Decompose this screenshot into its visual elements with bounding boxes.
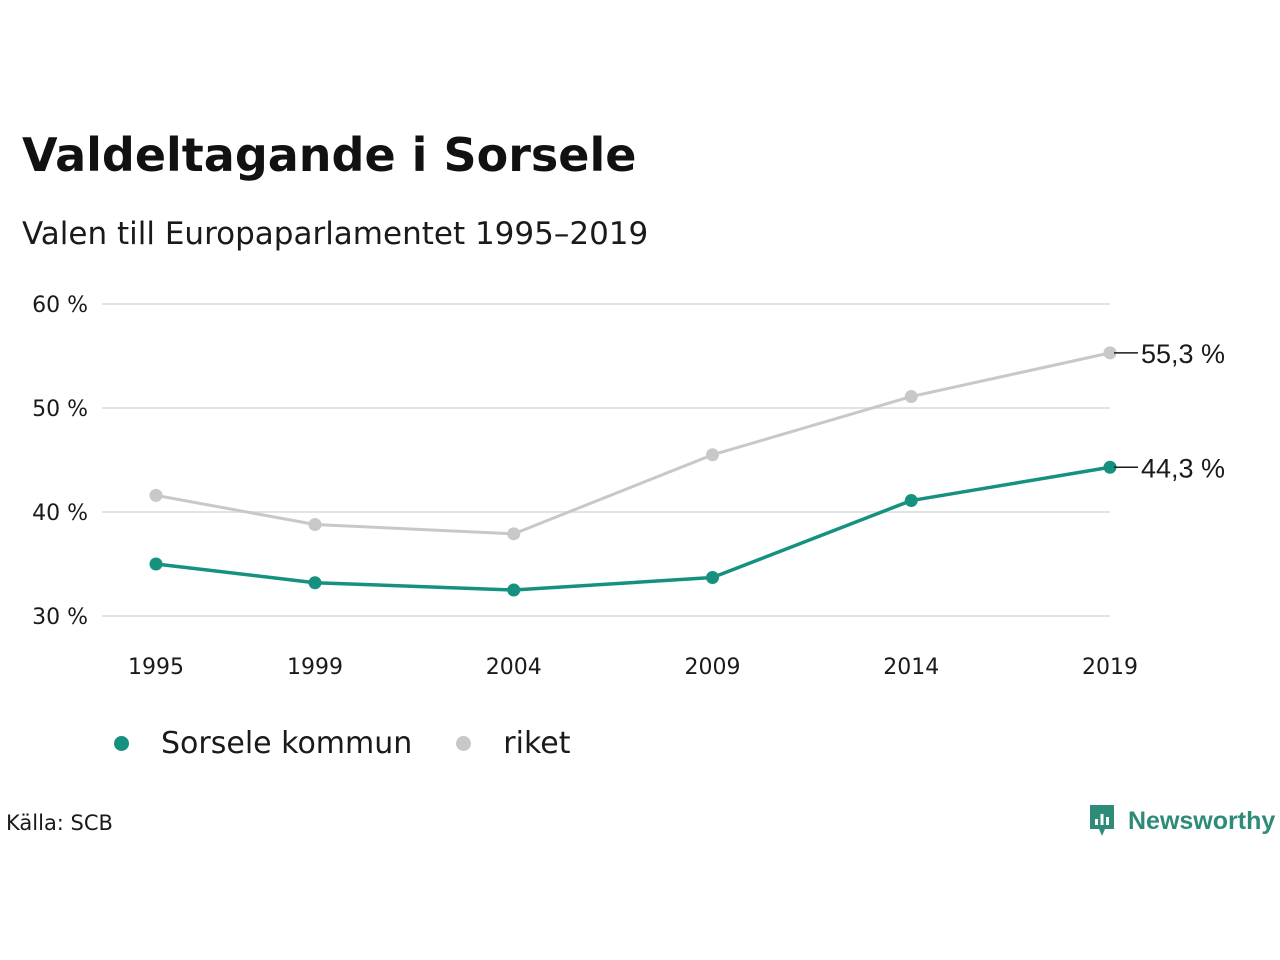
data-point-riket [706, 448, 719, 462]
legend-marker-riket [456, 736, 472, 751]
data-point-riket [1103, 346, 1117, 360]
end-label-riket: 55,3 % [1141, 339, 1225, 369]
data-point-sorsele [149, 557, 163, 571]
legend-item-riket: riket [456, 726, 570, 761]
chart-subtitle: Valen till Europaparlamentet 1995–2019 [22, 216, 649, 252]
data-point-sorsele [507, 583, 521, 597]
x-tick-label: 1995 [128, 655, 184, 680]
data-point-sorsele [706, 571, 719, 585]
data-point-riket [507, 527, 521, 541]
data-point-riket [904, 390, 918, 404]
y-tick-label: 50 % [32, 397, 88, 422]
data-point-riket [308, 517, 322, 531]
y-tick-label: 60 % [32, 293, 88, 318]
legend-item-sorsele: Sorsele kommun [114, 726, 412, 761]
end-label-sorsele: 44,3 % [1141, 453, 1225, 483]
series-lines [149, 346, 1117, 597]
brand-name: Newsworthy [1128, 806, 1276, 835]
legend-label-sorsele: Sorsele kommun [161, 726, 413, 761]
data-point-sorsele [1103, 460, 1117, 474]
legend-marker-sorsele [114, 736, 129, 751]
x-tick-label: 2019 [1082, 655, 1138, 680]
gridlines [102, 303, 1110, 617]
series-line-sorsele [155, 465, 1111, 592]
source-note: Källa: SCB [6, 811, 113, 835]
y-tick-label: 30 % [32, 605, 88, 630]
newsworthy-logo-icon [1090, 805, 1114, 836]
legend: Sorsele kommun riket [114, 726, 614, 761]
series-line-riket [155, 351, 1111, 536]
data-point-riket [149, 488, 163, 502]
end-labels: 55,3 % 44,3 % [1114, 339, 1225, 483]
y-axis-tick-labels: 30 % 40 % 50 % 60 % [32, 293, 88, 630]
legend-label-riket: riket [503, 726, 571, 761]
x-tick-label: 2009 [685, 655, 741, 680]
x-tick-label: 1999 [287, 655, 343, 680]
x-tick-label: 2004 [486, 655, 542, 680]
chart-title: Valdeltagande i Sorsele [22, 128, 637, 182]
x-axis-tick-labels: 1995 1999 2004 2009 2014 2019 [128, 655, 1138, 680]
x-tick-label: 2014 [883, 655, 939, 680]
data-point-sorsele [308, 576, 322, 590]
y-tick-label: 40 % [32, 501, 88, 526]
brand-logo: Newsworthy [1088, 803, 1275, 839]
data-point-sorsele [904, 494, 918, 508]
